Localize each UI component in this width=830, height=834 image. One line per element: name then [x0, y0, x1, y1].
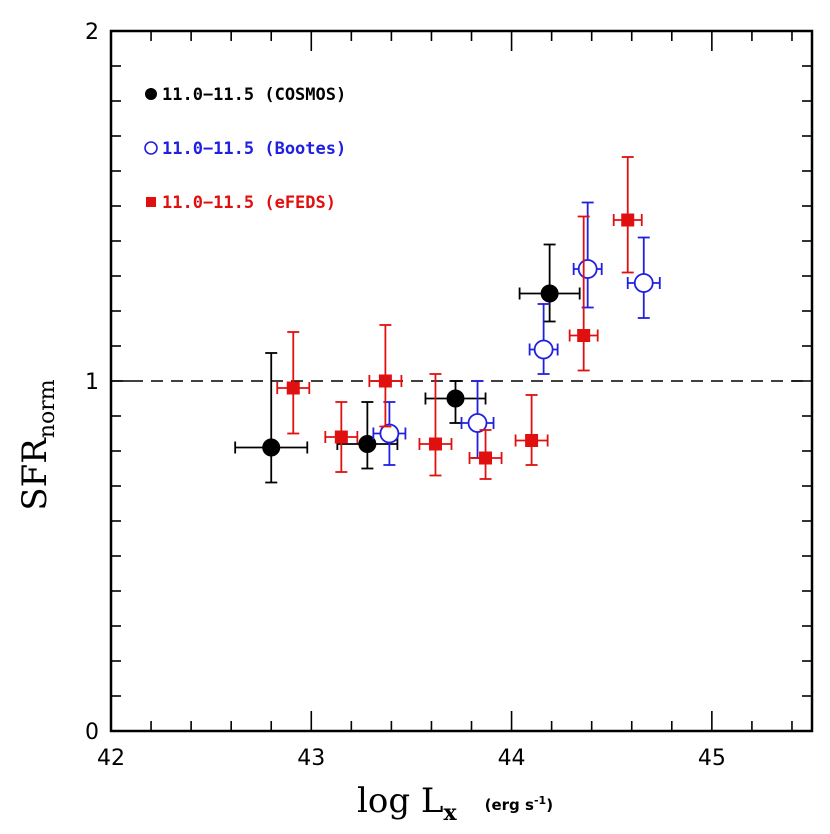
data-point [324, 401, 359, 473]
data-point [276, 331, 311, 435]
legend-label: 11.0−11.5 (Bootes) [162, 139, 346, 159]
data-point [612, 156, 643, 274]
data-point [572, 201, 603, 309]
x-axis-title: log Lx (erg s-1) [357, 781, 553, 826]
marker-open-circle [577, 259, 598, 279]
marker-filled-square [577, 329, 591, 342]
data-point [368, 324, 403, 428]
x-tick-label: 44 [498, 746, 526, 771]
data-point [518, 243, 581, 323]
data-point [468, 429, 503, 480]
marker-filled-circle [446, 389, 465, 408]
data-point [514, 394, 549, 466]
marker-filled-square [286, 381, 300, 395]
data-point [460, 380, 495, 459]
y-tick-label: 2 [85, 20, 99, 45]
legend-label: 11.0−11.5 (eFEDS) [162, 193, 336, 213]
data-point [372, 401, 407, 466]
data-point [424, 380, 487, 424]
legend-marker [146, 197, 156, 207]
tick-labels: 42 43 44 45 0 1 2 [85, 20, 726, 771]
marker-filled-square [428, 437, 442, 451]
y-axis-title-main: SFR [15, 437, 55, 511]
marker-open-circle [533, 339, 554, 360]
plot-frame [109, 29, 814, 733]
series-2 [276, 156, 643, 480]
series-1 [372, 201, 661, 466]
marker-open-circle [633, 273, 654, 293]
legend-marker [145, 88, 157, 100]
legend-label: 11.0−11.5 (COSMOS) [162, 85, 346, 105]
marker-filled-circle [540, 284, 559, 303]
x-tick-label: 43 [297, 746, 325, 771]
y-axis-title-sub: norm [35, 379, 60, 438]
data-series [234, 156, 661, 484]
marker-filled-circle [262, 438, 281, 457]
marker-open-circle [379, 423, 400, 444]
y-axis-title: SFRnorm [15, 379, 60, 510]
data-point [568, 215, 599, 372]
x-axis-title-main: log L [357, 781, 444, 821]
data-point [626, 236, 661, 319]
x-tick-label: 42 [97, 746, 125, 771]
x-axis-unit-exp: -1 [534, 794, 546, 807]
data-point [234, 352, 309, 484]
marker-filled-circle [358, 435, 377, 453]
marker-filled-square [525, 434, 539, 447]
y-tick-label: 0 [85, 720, 99, 745]
x-axis-unit-close: ) [546, 796, 553, 814]
legend: 11.0−11.5 (COSMOS) 11.0−11.5 (Bootes) 11.0… [144, 85, 346, 213]
x-axis-unit: (erg s [485, 796, 534, 814]
data-point [336, 401, 399, 470]
series-0 [234, 243, 581, 484]
data-point [528, 303, 559, 375]
legend-marker [144, 141, 158, 155]
marker-filled-square [479, 451, 493, 465]
y-tick-label: 1 [85, 370, 99, 395]
marker-filled-square [378, 374, 392, 388]
x-axis-title-sub: x [444, 800, 458, 826]
marker-open-circle [467, 413, 488, 433]
marker-filled-square [334, 430, 348, 444]
data-point [418, 373, 453, 477]
marker-filled-square [621, 213, 635, 227]
x-tick-label: 45 [698, 746, 726, 771]
